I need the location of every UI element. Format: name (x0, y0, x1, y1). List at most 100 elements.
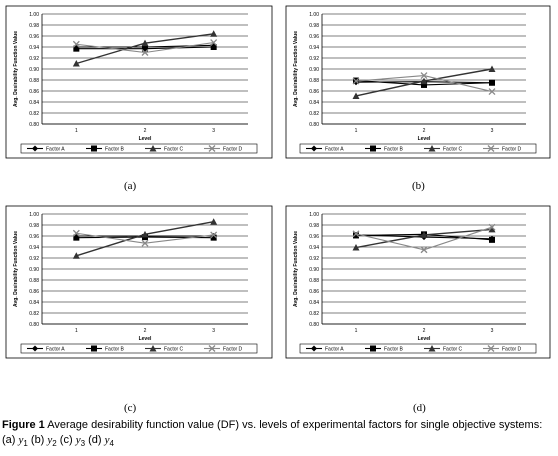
chart-d-ytick-label: 0.92 (309, 256, 319, 262)
chart-d-series-factor-d-point (420, 246, 428, 254)
caption-part-a-prefix: (a) (2, 434, 19, 446)
chart-b-ytick-label: 0.84 (309, 100, 319, 106)
chart-d-svg: 0.80 0.82 0.84 0.86 0.88 0.90 0.92 0.94 0.96 0.98… (285, 205, 551, 359)
panel-label-a: (a) (124, 180, 137, 192)
chart-b-ytick-label: 0.82 (309, 111, 319, 117)
chart-a-legend-marker-factor-b (91, 145, 97, 152)
chart-d-legend-marker-factor-d (487, 345, 495, 352)
chart-a-ytick-label: 0.98 (29, 23, 39, 29)
chart-b-series-factor-b-point (489, 79, 495, 86)
caption-part-c-var: y (75, 434, 81, 446)
chart-d-legend-label-factor-d: Factor D (502, 347, 522, 353)
chart-a-series-factor-d-point (72, 40, 80, 48)
chart-a-ytick-label: 1.00 (29, 12, 39, 18)
chart-d-legend (299, 343, 537, 354)
caption-part-a-sub: 1 (23, 439, 28, 449)
chart-a-legend (20, 143, 258, 154)
chart-c-xtick-label: 2 (144, 328, 147, 334)
chart-c-series-factor-c-point (72, 252, 80, 259)
chart-c-ytick-label: 0.94 (29, 245, 39, 251)
chart-c-legend-marker-factor-a (32, 345, 38, 352)
chart-c-ytick-label: 0.92 (29, 256, 39, 262)
chart-c-ytick-label: 0.84 (29, 300, 39, 306)
chart-a-ytick-label: 0.96 (29, 34, 39, 40)
chart-c-ytick-label: 0.98 (29, 223, 39, 229)
chart-c-series-factor-d-point (210, 231, 218, 239)
caption-part-b-var: y (47, 434, 53, 446)
chart-a-series-factor-c-point (210, 30, 218, 37)
caption-part-c-sub: 3 (80, 439, 86, 449)
chart-b-ylabel: Avg. Desirability Function Value (293, 31, 299, 107)
caption-part-d-sub: 4 (109, 439, 114, 449)
caption-part-a-var: y (18, 434, 24, 446)
chart-a-series-factor-d-point (210, 39, 218, 47)
chart-a-ytick-label: 0.82 (29, 111, 39, 117)
chart-b-xtick-label: 1 (355, 128, 358, 134)
chart-c-series-factor-c-point (210, 218, 218, 225)
chart-a-legend-label-factor-d: Factor D (223, 147, 243, 153)
panel-label-c: (c) (124, 402, 137, 414)
chart-c-ytick-label: 0.80 (29, 322, 39, 328)
chart-c-series-factor-b-point (73, 234, 80, 241)
chart-c-legend-label-factor-c: Factor C (164, 347, 184, 353)
chart-d-ytick-label: 0.98 (309, 223, 319, 229)
chart-c-legend-label-factor-d: Factor D (223, 347, 243, 353)
chart-b-ytick-label: 0.92 (309, 56, 319, 62)
chart-d-series-factor-c-point (352, 244, 360, 251)
chart-d-ytick-label: 0.96 (309, 234, 319, 240)
chart-d-series-factor-d-point (352, 230, 360, 238)
chart-d-legend-marker-factor-a (311, 345, 317, 352)
chart-b-xtick-label: 2 (423, 128, 426, 134)
chart-b-legend-marker-factor-a (311, 145, 317, 152)
chart-b-ytick-label: 0.80 (309, 122, 319, 128)
chart-c-ylabel: Avg. Desirability Function Value (13, 231, 19, 307)
caption-part-d-prefix: (d) (85, 434, 105, 446)
chart-a-xtick-label: 3 (212, 128, 215, 134)
chart-c-ytick-label: 0.90 (29, 267, 39, 273)
chart-d-frame (285, 205, 551, 359)
chart-c-legend-marker-factor-d (208, 345, 216, 352)
caption-part-b-prefix: (b) (27, 434, 48, 446)
caption-part-b-sub: 2 (52, 439, 57, 449)
chart-a-ytick-label: 0.80 (29, 122, 39, 128)
chart-d-series-factor-d-point (488, 223, 496, 231)
chart-c-series-factor-c-point (141, 230, 149, 238)
chart-a-ytick-label: 0.90 (29, 67, 39, 73)
chart-b-legend-label-factor-b: Factor B (384, 147, 404, 153)
chart-b-svg: 0.80 0.82 0.84 0.86 0.88 0.90 0.92 0.94 0.96 0.98… (285, 5, 551, 159)
chart-a-legend-label-factor-c: Factor C (164, 147, 184, 153)
chart-b-legend-label-factor-d: Factor D (502, 147, 522, 153)
chart-b-ytick-label: 0.88 (309, 78, 319, 84)
chart-a-xtick-label: 1 (75, 128, 78, 134)
chart-a-legend-marker-factor-c (149, 145, 157, 152)
chart-d-series-factor-c-point (488, 225, 496, 233)
chart-b-ytick-label: 1.00 (309, 12, 319, 18)
chart-b-ytick-label: 0.98 (309, 23, 319, 29)
chart-a-series-factor-d-point (141, 49, 149, 56)
chart-d-ytick-label: 1.00 (309, 212, 319, 218)
chart-c-ytick-label: 0.88 (29, 278, 39, 284)
chart-a-series-factor-b-point (73, 45, 80, 52)
chart-d-ylabel: Avg. Desirability Function Value (293, 231, 299, 307)
chart-b-ytick-label: 0.86 (309, 89, 319, 95)
figure-caption: Figure 1 Average desirability function v… (2, 418, 556, 451)
chart-a-ytick-label: 0.88 (29, 78, 39, 84)
chart-b-series-factor-c-point (352, 92, 360, 99)
chart-b-legend-marker-factor-c (428, 145, 436, 152)
chart-d-legend-label-factor-b: Factor B (384, 347, 404, 353)
chart-c-legend-marker-factor-b (91, 345, 97, 352)
chart-b-series-factor-b-point (421, 81, 427, 88)
chart-a-xlabel: Level (139, 136, 152, 142)
chart-d-ytick-label: 0.84 (309, 300, 319, 306)
chart-a-xtick-label: 2 (144, 128, 147, 134)
chart-a-series-factor-b-point (210, 44, 217, 50)
chart-b-legend-label-factor-c: Factor C (443, 147, 463, 153)
chart-b-series-factor-c-point (420, 77, 428, 85)
chart-d-xlabel: Level (418, 336, 431, 342)
caption-part-d: (d) y4 (85, 434, 114, 449)
chart-d-series-factor-b-point (353, 232, 359, 239)
chart-d-ytick-label: 0.80 (309, 322, 319, 328)
chart-d-ytick-label: 0.88 (309, 278, 319, 284)
figure-label: Figure 1 (2, 419, 45, 431)
chart-d-legend-marker-factor-b (370, 345, 376, 352)
